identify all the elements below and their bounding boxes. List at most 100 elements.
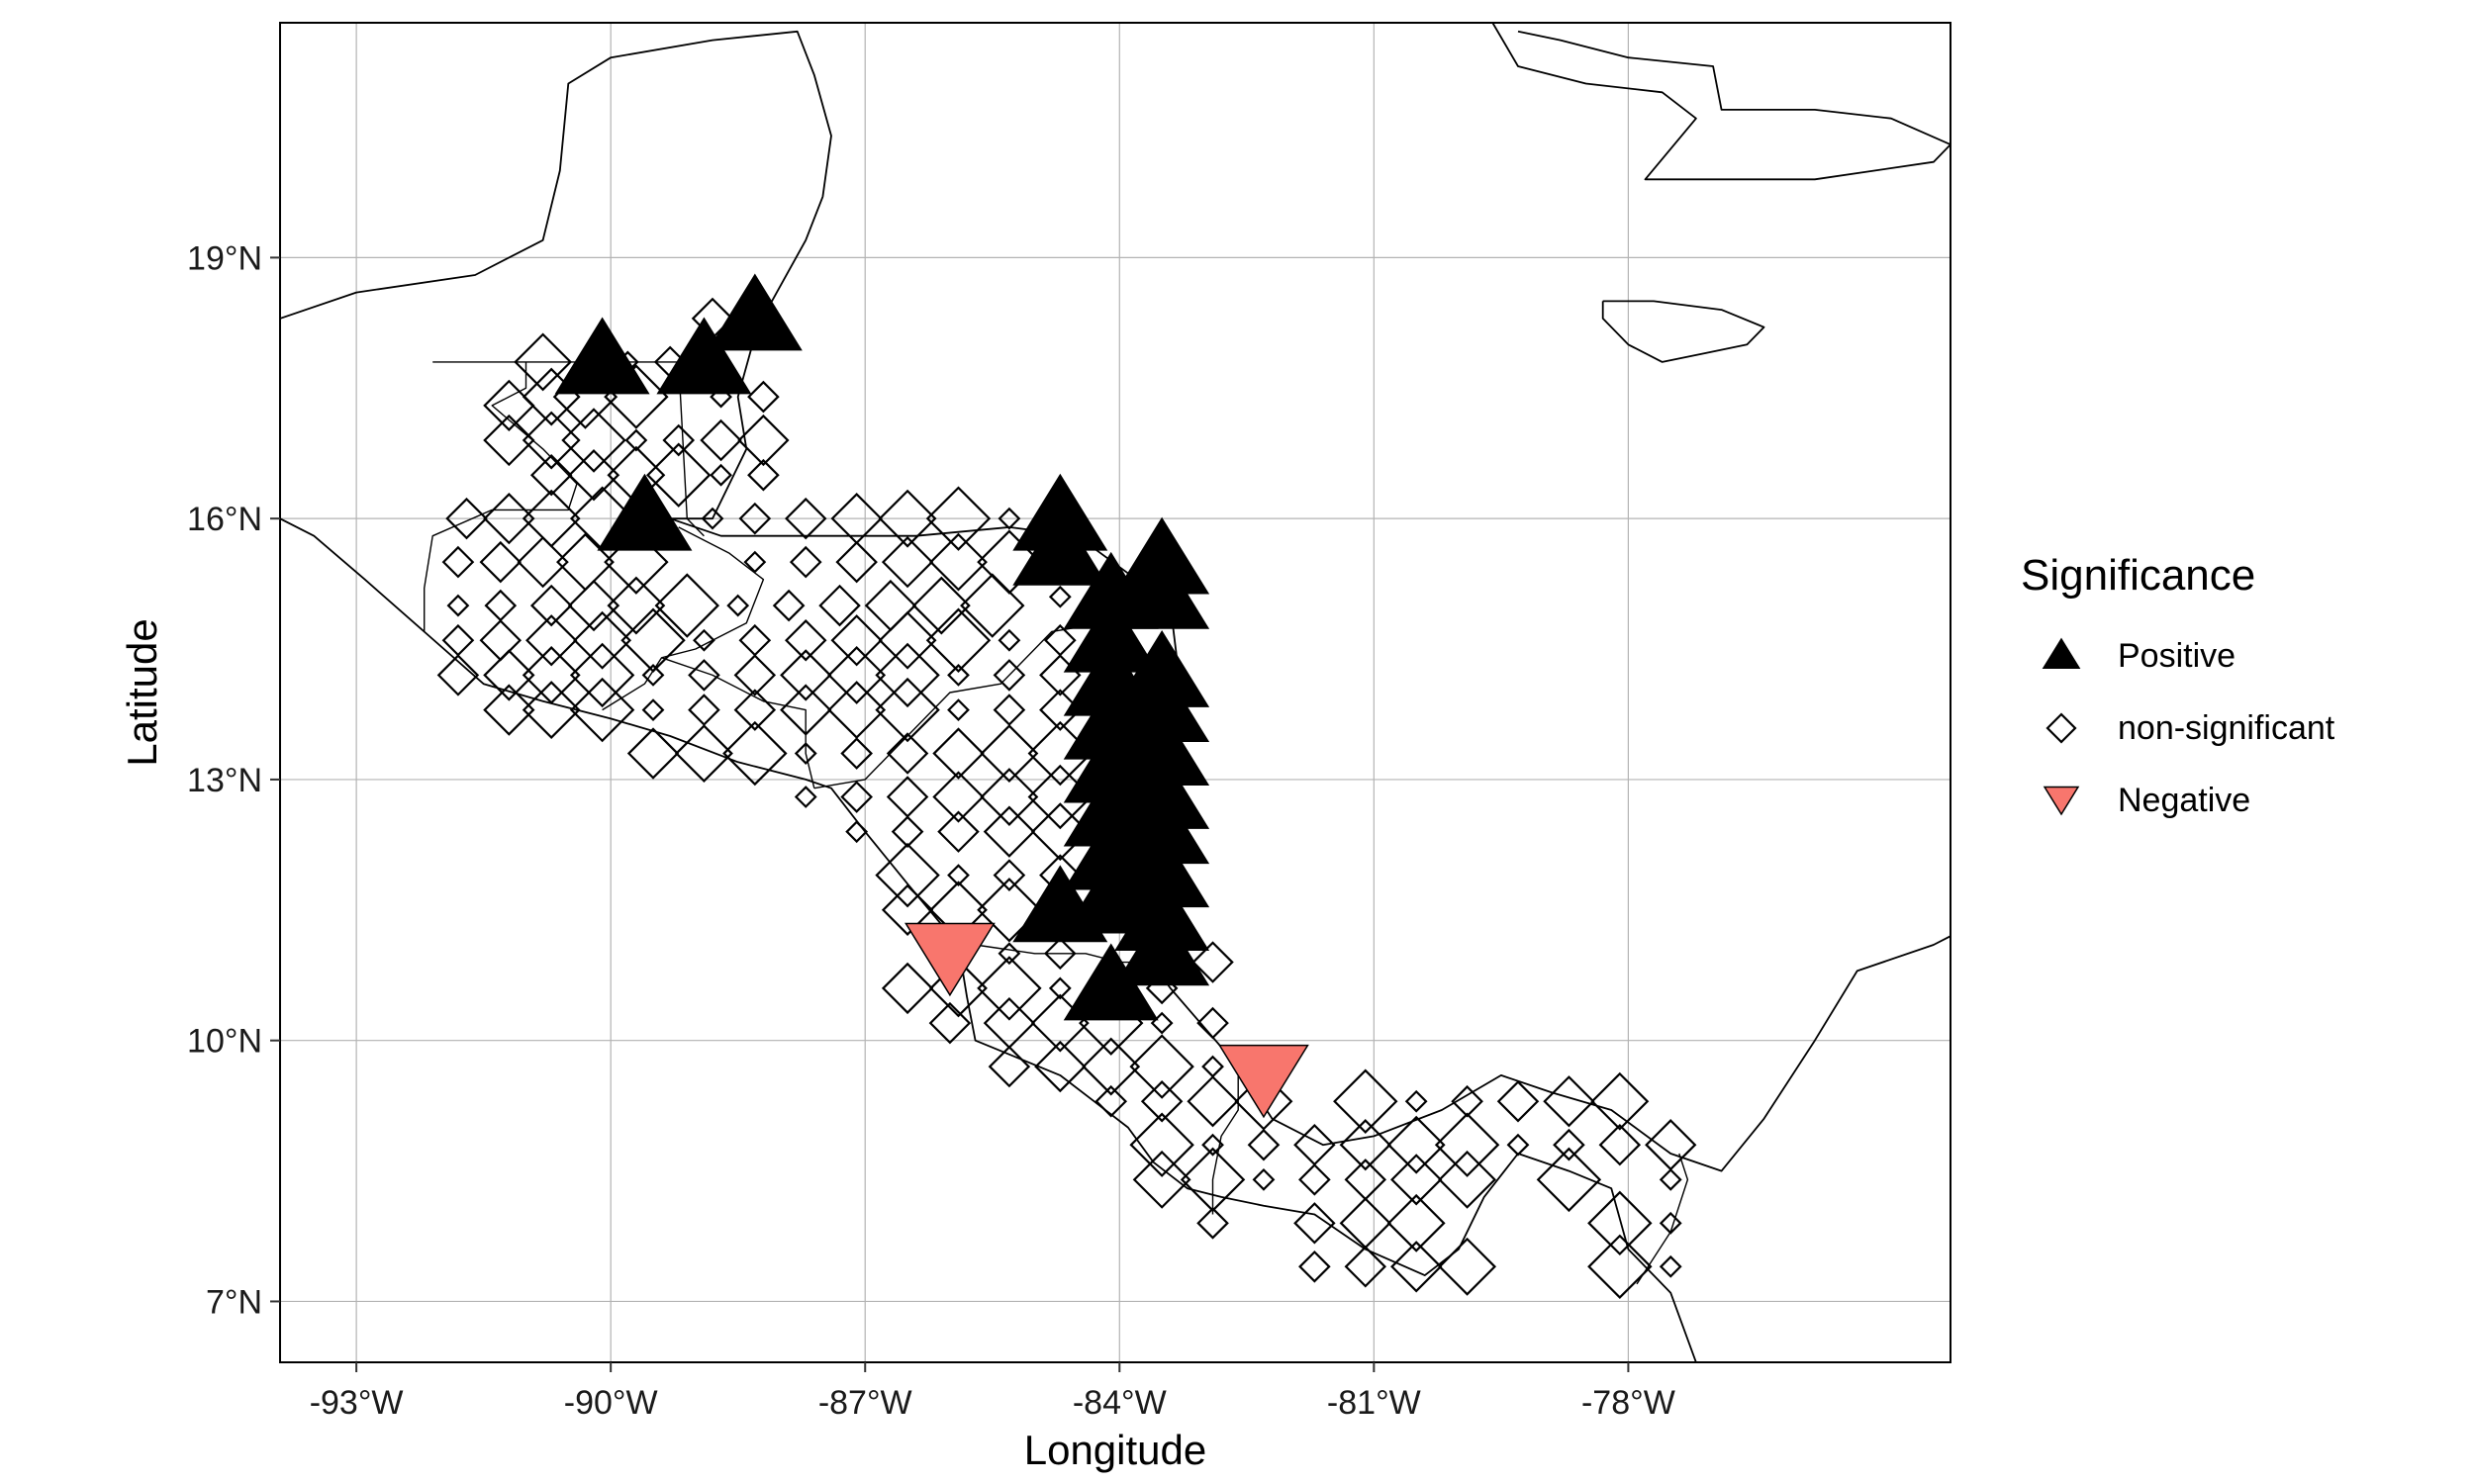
point-negative — [1218, 1044, 1309, 1119]
point-non-significant — [1196, 1207, 1229, 1240]
y-axis: 7°N 10°N 13°N 16°N 19°N — [187, 239, 280, 1321]
point-non-significant — [886, 732, 929, 775]
point-non-significant — [947, 698, 970, 721]
y-axis-title: Latitude — [119, 618, 165, 766]
point-non-significant — [522, 645, 581, 704]
point-non-significant — [827, 645, 887, 704]
point-non-significant — [993, 859, 1026, 891]
point-non-significant — [441, 545, 475, 579]
point-non-significant — [446, 594, 470, 617]
legend-key-non-significant — [2046, 712, 2077, 744]
point-non-significant — [733, 689, 777, 731]
point-non-significant — [925, 607, 992, 673]
point-non-significant — [911, 576, 971, 635]
point-non-significant — [726, 594, 750, 617]
point-non-significant — [624, 428, 648, 452]
point-non-significant — [1180, 1147, 1246, 1213]
point-non-significant — [932, 727, 985, 780]
y-tick-label: 7°N — [206, 1283, 262, 1321]
x-axis-title: Longitude — [1024, 1427, 1207, 1473]
point-non-significant — [780, 684, 832, 736]
point-non-significant — [1587, 1234, 1653, 1300]
point-non-significant — [772, 589, 806, 622]
point-non-significant — [1390, 1241, 1443, 1293]
point-non-significant — [1048, 585, 1072, 608]
point-non-significant — [1298, 1250, 1331, 1283]
coastline — [1601, 300, 1765, 363]
point-non-significant — [529, 453, 573, 497]
point-non-significant — [620, 607, 686, 673]
point-positive — [554, 317, 650, 395]
point-non-significant — [1438, 1150, 1497, 1209]
point-non-significant — [1247, 1128, 1281, 1161]
point-non-significant — [1659, 1167, 1682, 1191]
point-non-significant — [743, 550, 767, 574]
point-non-significant — [1553, 1128, 1585, 1161]
point-non-significant — [1094, 1084, 1128, 1118]
point-non-significant — [1129, 1034, 1194, 1099]
point-non-significant — [980, 768, 1039, 826]
point-non-significant — [1587, 1190, 1653, 1256]
x-tick-label: -81°W — [1327, 1384, 1421, 1422]
point-positive — [1012, 865, 1108, 943]
point-non-significant — [993, 659, 1026, 692]
point-non-significant — [641, 664, 665, 687]
x-tick-label: -93°W — [310, 1384, 404, 1422]
point-non-significant — [641, 698, 665, 721]
point-non-significant — [983, 805, 1036, 858]
point-non-significant — [830, 614, 883, 667]
point-non-significant — [1333, 1068, 1398, 1134]
point-non-significant — [626, 727, 680, 780]
x-axis: -93°W -90°W -87°W -84°W -81°W -78°W — [310, 1362, 1675, 1422]
country-border — [1636, 1153, 1689, 1285]
point-non-significant — [1129, 1112, 1194, 1177]
coastline — [280, 517, 1697, 1362]
point-non-significant — [483, 684, 535, 736]
point-non-significant — [522, 411, 581, 470]
grid-lines — [280, 23, 1951, 1362]
point-non-significant — [1390, 1154, 1443, 1206]
point-non-significant — [840, 737, 873, 770]
point-non-significant — [875, 842, 940, 908]
point-non-significant — [1659, 1211, 1682, 1235]
point-non-significant — [479, 540, 523, 584]
legend-label-non-significant: non-significant — [2118, 709, 2335, 747]
point-non-significant — [737, 414, 790, 467]
point-non-significant — [483, 649, 535, 701]
point-non-significant — [662, 423, 696, 457]
point-non-significant — [1590, 1071, 1650, 1131]
x-tick-label: -90°W — [564, 1384, 658, 1422]
point-non-significant — [785, 619, 827, 662]
point-non-significant — [517, 535, 569, 589]
point-non-significant — [988, 1045, 1031, 1088]
point-non-significant — [654, 573, 720, 638]
point-non-significant — [947, 664, 970, 687]
legend-title: Significance — [2021, 551, 2255, 600]
y-tick-label: 13°N — [187, 762, 262, 799]
point-non-significant — [1451, 1084, 1483, 1118]
y-tick-label: 10°N — [187, 1023, 262, 1061]
legend-key-negative — [2043, 786, 2080, 816]
point-non-significant — [881, 535, 934, 589]
point-non-significant — [722, 720, 788, 787]
point-non-significant — [1034, 1040, 1087, 1093]
point-non-significant — [674, 724, 733, 783]
point-non-significant — [604, 529, 669, 595]
point-non-significant — [785, 497, 827, 540]
x-tick-label: -84°W — [1073, 1384, 1167, 1422]
point-non-significant — [700, 418, 742, 462]
point-non-significant — [1048, 976, 1072, 1000]
y-tick-label: 19°N — [187, 239, 262, 277]
point-non-significant — [1386, 1115, 1446, 1174]
point-non-significant — [845, 820, 869, 844]
x-tick-label: -78°W — [1581, 1384, 1675, 1422]
point-non-significant — [928, 1001, 972, 1045]
point-non-significant — [929, 532, 988, 592]
point-non-significant — [789, 545, 822, 579]
point-non-significant — [878, 610, 937, 670]
legend-label-negative: Negative — [2118, 782, 2250, 819]
point-positive — [1114, 908, 1210, 986]
point-non-significant — [1187, 1075, 1239, 1128]
point-positive — [1012, 508, 1108, 586]
